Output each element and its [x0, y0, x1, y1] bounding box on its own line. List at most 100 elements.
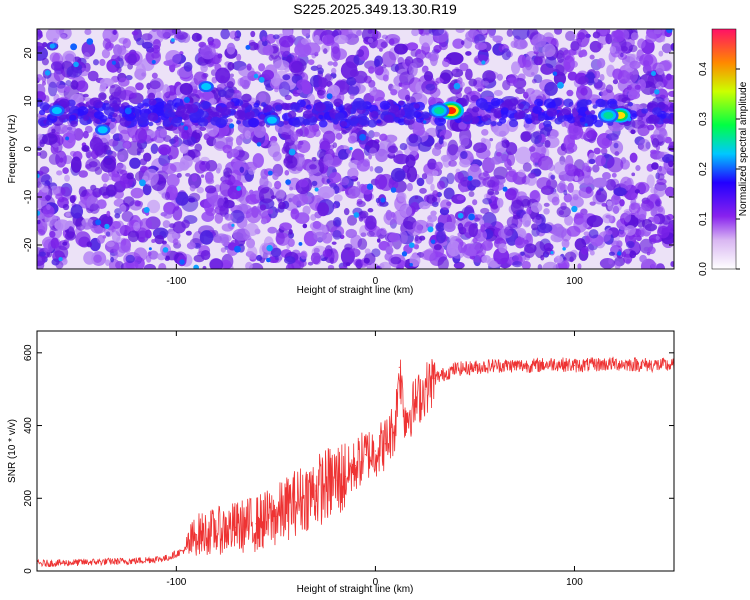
heatmap-cell [543, 202, 550, 207]
heatmap-cell [629, 60, 641, 70]
heatmap-cell [372, 30, 382, 40]
heatmap-cell [202, 90, 215, 101]
heatmap-cell [597, 42, 604, 49]
heatmap-ridge-cell [398, 100, 405, 106]
heatmap-cell [482, 80, 490, 86]
heatmap-ridge-cell [39, 102, 50, 111]
heatmap-cell [411, 120, 424, 131]
heatmap-cell [172, 126, 182, 134]
snr-point [344, 475, 347, 478]
heatmap-cell [363, 144, 371, 156]
heatmap-cell [425, 173, 434, 185]
heatmap-cell [537, 264, 543, 269]
heatmap-cell [432, 170, 439, 177]
heatmap-cell [628, 202, 641, 215]
heatmap-cell [312, 220, 322, 230]
heatmap-ridge-cell [281, 103, 291, 111]
heatmap-cell [302, 223, 308, 229]
heatmap-ridge-cell [498, 117, 507, 124]
heatmap-cell [661, 43, 673, 54]
heatmap-cell [586, 215, 604, 228]
heatmap-cell [658, 151, 665, 158]
heatmap-cell [601, 202, 608, 207]
heatmap-ridge-cell [546, 107, 558, 117]
heatmap-cell [379, 201, 389, 207]
heatmap-cell [308, 123, 319, 133]
heatmap-speckle [234, 245, 241, 253]
heatmap-ridge-cell [334, 101, 341, 108]
heatmap-cell [62, 203, 70, 211]
heatmap-cell [189, 184, 196, 192]
heatmap-cell [474, 42, 487, 51]
heatmap-cell [327, 264, 335, 269]
heatmap-cell [446, 240, 461, 257]
heatmap-speckle [584, 123, 588, 127]
heatmap-cell [356, 159, 371, 172]
heatmap-cell [220, 259, 232, 269]
heatmap-cell [381, 51, 396, 68]
snr-panel: -100 0 100 0 200 400 600 Height of straight l… [7, 330, 675, 595]
heatmap-cell [214, 212, 224, 224]
heatmap-cell [267, 208, 274, 215]
heatmap-cell [100, 157, 117, 173]
heatmap-cell [566, 225, 581, 237]
heatmap-ridge-cell [508, 119, 519, 128]
heatmap-cell [596, 58, 606, 69]
heatmap-cell [390, 256, 402, 265]
heatmap-ridge-cell [641, 108, 648, 114]
heatmap-cell [573, 170, 581, 177]
snr-x-tick-label: 0 [373, 577, 379, 588]
heatmap-cell [46, 204, 51, 210]
heatmap-cell [329, 257, 334, 265]
heatmap-cell [372, 131, 381, 137]
heatmap-cell [134, 200, 141, 207]
heatmap-cell [226, 81, 234, 89]
snr-x-ticks: -100 0 100 [166, 331, 583, 588]
heatmap-ridge-cell [77, 106, 89, 116]
heatmap-cell [205, 185, 217, 194]
heatmap-speckle [139, 179, 146, 187]
heatmap-cell [634, 84, 641, 90]
heatmap-cell [371, 262, 378, 268]
heatmap-cell [99, 85, 107, 93]
heatmap-cell [83, 251, 96, 265]
heatmap-cell [208, 98, 217, 105]
heatmap-cell [349, 94, 355, 100]
heatmap-cell [64, 53, 75, 62]
heatmap-cell [270, 247, 282, 258]
heatmap-speckle [162, 247, 169, 253]
heatmap-cell [521, 131, 533, 141]
heatmap-cell [423, 70, 434, 82]
heatmap-cell [500, 153, 509, 162]
heatmap-cell [611, 240, 620, 248]
heatmap-cell [179, 143, 189, 154]
heatmap-cell [406, 42, 419, 51]
heatmap-cell [533, 74, 543, 84]
heatmap-cell [238, 65, 255, 77]
heatmap-cell [503, 226, 514, 236]
heatmap-cell [317, 67, 324, 75]
heatmap-cell [129, 157, 141, 169]
heatmap-cell [580, 246, 588, 255]
heatmap-cell [599, 29, 608, 36]
heatmap-cell [93, 59, 100, 66]
heatmap-cell [611, 172, 617, 178]
snr-y-tick-label: 0 [23, 568, 34, 574]
heatmap-ridge-cell [494, 112, 502, 119]
snr-point [255, 523, 257, 525]
heatmap-ridge-cell [226, 101, 235, 109]
heatmap-cell [620, 176, 632, 191]
heatmap-cell [515, 191, 527, 200]
heatmap-cell [220, 29, 230, 40]
heatmap-cell [492, 122, 510, 137]
heatmap-cell [593, 147, 601, 155]
heatmap-cell [661, 36, 666, 43]
heatmap-cell [569, 123, 584, 140]
heatmap-cell [346, 31, 356, 43]
heatmap-ridge-cell [124, 112, 135, 122]
heatmap-cell [650, 149, 657, 155]
heatmap-cell [246, 63, 252, 71]
heatmap-cell [102, 183, 108, 190]
heatmap-cell [512, 214, 521, 220]
heatmap-cell [547, 163, 555, 172]
